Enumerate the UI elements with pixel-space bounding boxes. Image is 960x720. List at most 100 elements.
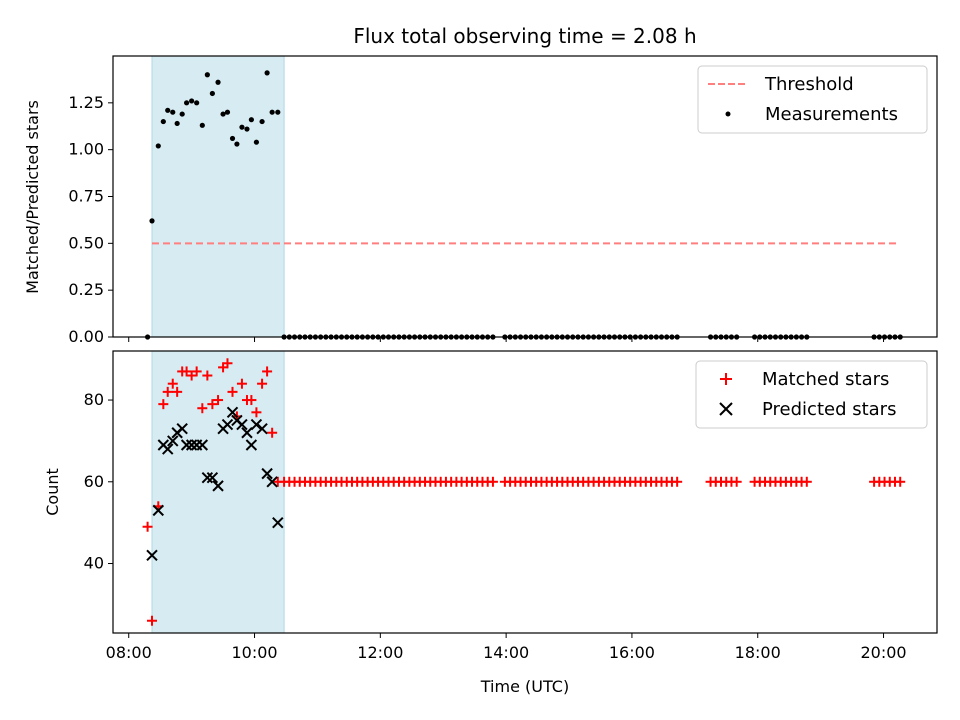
measurement-point	[224, 109, 231, 115]
matched-star-point	[158, 399, 169, 410]
predicted-star-point	[201, 471, 214, 484]
predicted-star-point	[167, 435, 179, 447]
x-tick-label: 12:00	[357, 643, 403, 662]
bottom-y-tick-label: 80	[84, 390, 104, 409]
measurement-point	[239, 124, 245, 130]
bottom-y-axis-label: Count	[43, 468, 62, 516]
predicted-star-point	[146, 549, 158, 562]
matched-star-point	[227, 386, 238, 397]
bottom-x-ticks: 08:00 10:00 12:00 14:00 16:00 18:00 20:00	[106, 633, 907, 662]
measurement-point	[149, 218, 155, 224]
predicted-star-point	[236, 418, 248, 431]
measurement-point	[189, 98, 195, 104]
predicted-star-point	[261, 467, 273, 480]
predicted-star-point	[152, 504, 164, 517]
legend-matched-label: Matched stars	[762, 369, 889, 390]
predicted-star-point	[180, 439, 193, 451]
matched-star-point	[895, 476, 906, 487]
matched-star-point	[672, 476, 683, 487]
bottom-y-tick-label: 60	[84, 472, 104, 491]
matched-star-point	[172, 386, 183, 397]
x-tick-label: 10:00	[231, 643, 277, 662]
matched-star-point	[191, 366, 202, 377]
matched-star-point	[146, 615, 157, 626]
matched-star-point	[236, 378, 247, 389]
predicted-star-point	[241, 427, 253, 439]
predicted-star-point	[212, 480, 224, 492]
measurement-point	[244, 126, 250, 132]
predicted-star-point	[250, 418, 263, 431]
matched-star-point	[487, 476, 498, 487]
legend-matched-swatch	[720, 373, 732, 385]
top-legend-box	[697, 65, 928, 134]
chart-title: Flux total observing time = 2.08 h	[353, 24, 696, 48]
measurement-point	[234, 141, 240, 147]
bottom-panel: 40 60 80 08:00 10:00 12:00 14:00 16:00 18:00 20:…	[43, 350, 938, 696]
matched-star-point	[257, 378, 268, 389]
measurement-point	[165, 107, 171, 113]
measurement-point	[194, 100, 200, 106]
matched-star-point	[267, 427, 278, 438]
bottom-axes-frame	[112, 350, 938, 634]
top-y-tick-label: 1.25	[68, 93, 104, 112]
matched-star-point	[222, 358, 233, 369]
x-tick-label: 08:00	[106, 643, 152, 662]
top-y-ticks: 0.00 0.25 0.50 0.75 1.00 1.25	[68, 93, 113, 346]
legend-measurements-label: Measurements	[765, 104, 898, 125]
matched-star-point	[181, 366, 192, 377]
bottom-plot-content	[142, 350, 906, 634]
measurement-point	[160, 118, 166, 125]
top-y-tick-label: 0.25	[68, 280, 104, 299]
predicted-star-point	[256, 422, 268, 435]
bottom-observing-window	[151, 350, 285, 634]
matched-star-point	[251, 407, 262, 418]
x-tick-label: 18:00	[735, 643, 781, 662]
predicted-star-point	[266, 476, 278, 488]
top-legend: Threshold Measurements	[697, 65, 928, 134]
measurement-point	[220, 111, 226, 117]
measurement-point	[179, 111, 185, 117]
measurement-point	[259, 118, 265, 125]
matched-star-point	[731, 476, 742, 487]
measurement-point	[275, 109, 281, 115]
predicted-star-point	[162, 443, 174, 455]
matched-star-point	[202, 370, 213, 381]
measurement-point	[199, 122, 205, 128]
top-y-tick-label: 0.75	[68, 187, 104, 206]
matched-star-point	[142, 521, 153, 532]
measurement-point	[155, 143, 161, 149]
top-y-tick-label: 0.00	[68, 327, 104, 346]
legend-predicted-swatch	[719, 402, 733, 416]
measurement-point	[248, 117, 254, 123]
measurement-point	[204, 72, 210, 78]
matched-star-point	[262, 366, 273, 377]
measurement-point	[229, 135, 236, 142]
legend-measurements-swatch	[725, 111, 731, 117]
measurement-point	[170, 109, 176, 115]
measurement-point	[253, 139, 260, 145]
measurement-point	[183, 100, 190, 106]
legend-threshold-label: Threshold	[764, 74, 854, 95]
matched-star-point	[207, 399, 218, 410]
x-axis-label: Time (UTC)	[480, 677, 569, 696]
measurement-point	[264, 70, 270, 76]
measurement-point	[209, 90, 215, 97]
matched-star-point	[213, 395, 224, 406]
top-y-axis-label: Matched/Predicted stars	[23, 100, 42, 294]
matched-star-point	[246, 395, 257, 406]
bottom-legend: Matched stars Predicted stars	[695, 360, 928, 429]
x-tick-label: 14:00	[483, 643, 529, 662]
top-observing-window	[151, 55, 285, 338]
predicted-star-point	[176, 422, 188, 435]
top-plot-content	[144, 55, 903, 340]
predicted-star-point	[221, 418, 234, 431]
top-panel: 0.00 0.25 0.50 0.75 1.00 1.25 Matched/Predict…	[23, 55, 938, 346]
x-tick-label: 16:00	[609, 643, 655, 662]
measurement-point	[174, 120, 180, 127]
x-tick-label: 20:00	[860, 643, 906, 662]
top-y-tick-label: 0.50	[68, 233, 104, 252]
predicted-star-point	[196, 439, 209, 451]
predicted-star-point	[185, 439, 198, 451]
bottom-y-ticks: 40 60 80	[84, 390, 113, 573]
